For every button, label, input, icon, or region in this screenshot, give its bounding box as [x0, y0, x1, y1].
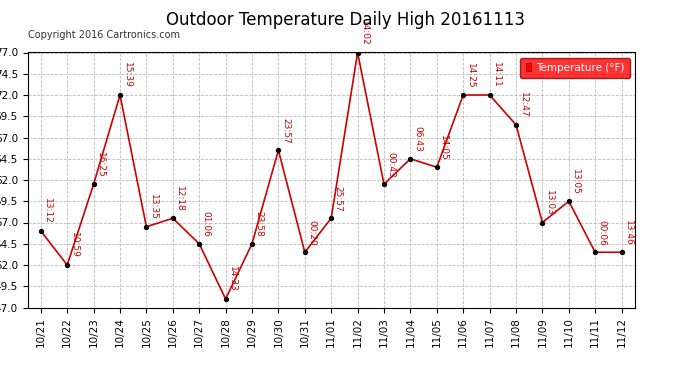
Point: [88, 181, 99, 187]
Text: 14:11: 14:11: [492, 63, 501, 88]
Point: [167, 215, 178, 221]
Text: 10:59: 10:59: [70, 232, 79, 258]
Text: 14:25: 14:25: [466, 63, 475, 88]
Point: [220, 296, 231, 302]
Text: 23:58: 23:58: [255, 211, 264, 237]
Text: 06:43: 06:43: [413, 126, 422, 152]
Text: 13:35: 13:35: [149, 194, 158, 220]
Point: [431, 164, 442, 170]
Text: 00:20: 00:20: [308, 220, 317, 246]
Text: 00:43: 00:43: [386, 152, 395, 177]
Point: [194, 241, 205, 247]
Point: [141, 224, 152, 230]
Text: 00:06: 00:06: [598, 220, 607, 246]
Point: [273, 147, 284, 153]
Point: [299, 249, 310, 255]
Point: [326, 215, 337, 221]
Point: [246, 241, 257, 247]
Point: [511, 122, 522, 128]
Point: [616, 249, 627, 255]
Point: [35, 228, 46, 234]
Point: [563, 198, 574, 204]
Text: 13:46: 13:46: [624, 220, 633, 246]
Text: 25:57: 25:57: [334, 186, 343, 211]
Text: Copyright 2016 Cartronics.com: Copyright 2016 Cartronics.com: [28, 30, 179, 40]
Text: 01:06: 01:06: [202, 211, 211, 237]
Legend: Temperature (°F): Temperature (°F): [520, 58, 629, 78]
Text: 14:02: 14:02: [360, 20, 369, 46]
Point: [537, 219, 548, 225]
Text: Outdoor Temperature Daily High 20161113: Outdoor Temperature Daily High 20161113: [166, 11, 524, 29]
Point: [352, 50, 363, 55]
Text: 23:57: 23:57: [281, 118, 290, 144]
Point: [405, 156, 416, 162]
Point: [115, 92, 126, 98]
Point: [484, 92, 495, 98]
Text: 13:05: 13:05: [571, 169, 580, 195]
Text: 14:33: 14:33: [228, 267, 237, 292]
Text: 16:25: 16:25: [96, 152, 106, 177]
Point: [457, 92, 469, 98]
Text: 13:03: 13:03: [545, 190, 554, 216]
Text: 14:05: 14:05: [440, 135, 449, 160]
Point: [61, 262, 72, 268]
Text: 12:18: 12:18: [175, 186, 184, 211]
Text: 12:47: 12:47: [519, 92, 528, 118]
Text: 15:39: 15:39: [123, 62, 132, 88]
Text: 13:12: 13:12: [43, 198, 52, 224]
Point: [379, 181, 390, 187]
Point: [590, 249, 601, 255]
